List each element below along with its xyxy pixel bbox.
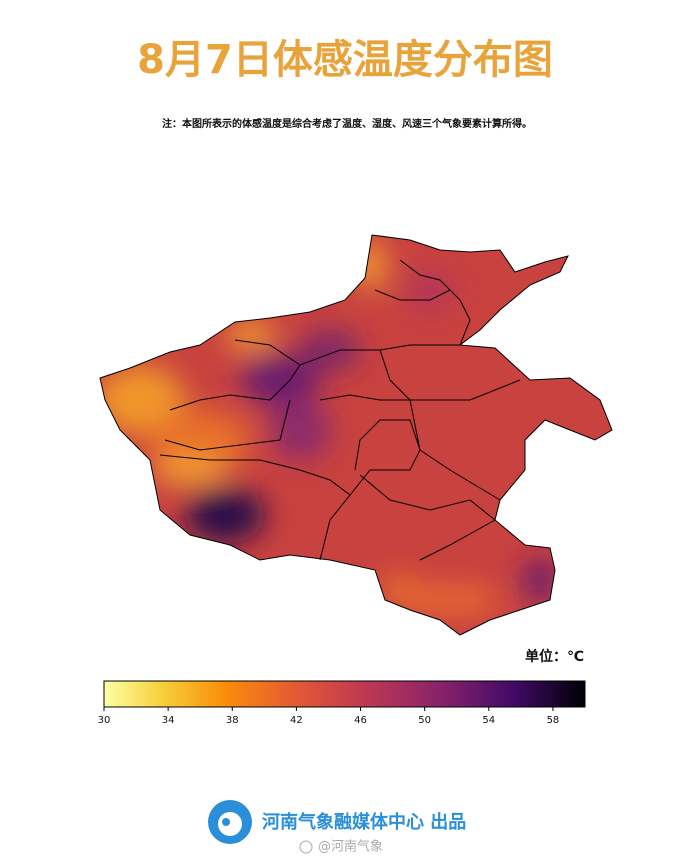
title: 8月7日体感温度分布图 — [137, 37, 553, 83]
colorbar-tick-label: 38 — [226, 715, 239, 726]
colorbar-tick-label: 42 — [290, 715, 303, 726]
watermark: @河南气象 — [318, 839, 383, 855]
city-borders — [159, 259, 521, 561]
colorbar-tick-label: 50 — [418, 715, 431, 726]
colorbar: 30 34 38 42 46 50 54 58 — [98, 680, 586, 726]
weibo-icon — [299, 840, 313, 854]
colorbar-tick-label: 30 — [98, 715, 111, 726]
unit-label: 单位：℃ — [525, 648, 584, 665]
colorbar-tick-label: 34 — [162, 715, 175, 726]
colorbar-tick-label: 58 — [547, 715, 560, 726]
heat-map — [100, 235, 612, 635]
footer-org: 河南气象融媒体中心 出品 — [262, 811, 466, 833]
footer-logo — [208, 800, 252, 844]
colorbar-tick-label: 46 — [354, 715, 367, 726]
colorbar-tick-label: 54 — [482, 715, 495, 726]
colorbar-scale — [103, 680, 586, 708]
note: 注：本图所表示的体感温度是综合考虑了温度、湿度、风速三个气象要素计算所得。 — [162, 117, 532, 130]
